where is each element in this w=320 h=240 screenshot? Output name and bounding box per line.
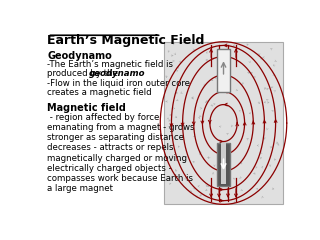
Text: -Flow in the liquid iron outer core: -Flow in the liquid iron outer core [47,79,190,88]
Text: a large magnet: a large magnet [47,184,114,193]
Text: stronger as separating distance: stronger as separating distance [47,133,184,142]
Text: magnetically charged or moving: magnetically charged or moving [47,154,188,162]
Text: Earth’s Magnetic Field: Earth’s Magnetic Field [47,34,205,47]
Text: produced by the: produced by the [47,69,121,78]
Text: creates a magnetic field: creates a magnetic field [47,88,152,97]
Text: - region affected by force: - region affected by force [47,113,160,122]
Text: -The Earth’s magnetic field is: -The Earth’s magnetic field is [47,60,173,69]
Text: decreases - attracts or repels: decreases - attracts or repels [47,143,174,152]
Bar [164,42,283,204]
Bar [217,49,230,92]
Text: Geodynamo: Geodynamo [47,51,112,61]
Text: compasses work because Earth is: compasses work because Earth is [47,174,193,183]
Text: electrically charged objects -: electrically charged objects - [47,164,172,173]
Text: Magnetic field: Magnetic field [47,103,126,113]
Bar [217,143,230,186]
Text: geodynamo: geodynamo [89,69,146,78]
Bar [221,143,226,184]
Text: emanating from a magnet - grows: emanating from a magnet - grows [47,123,195,132]
